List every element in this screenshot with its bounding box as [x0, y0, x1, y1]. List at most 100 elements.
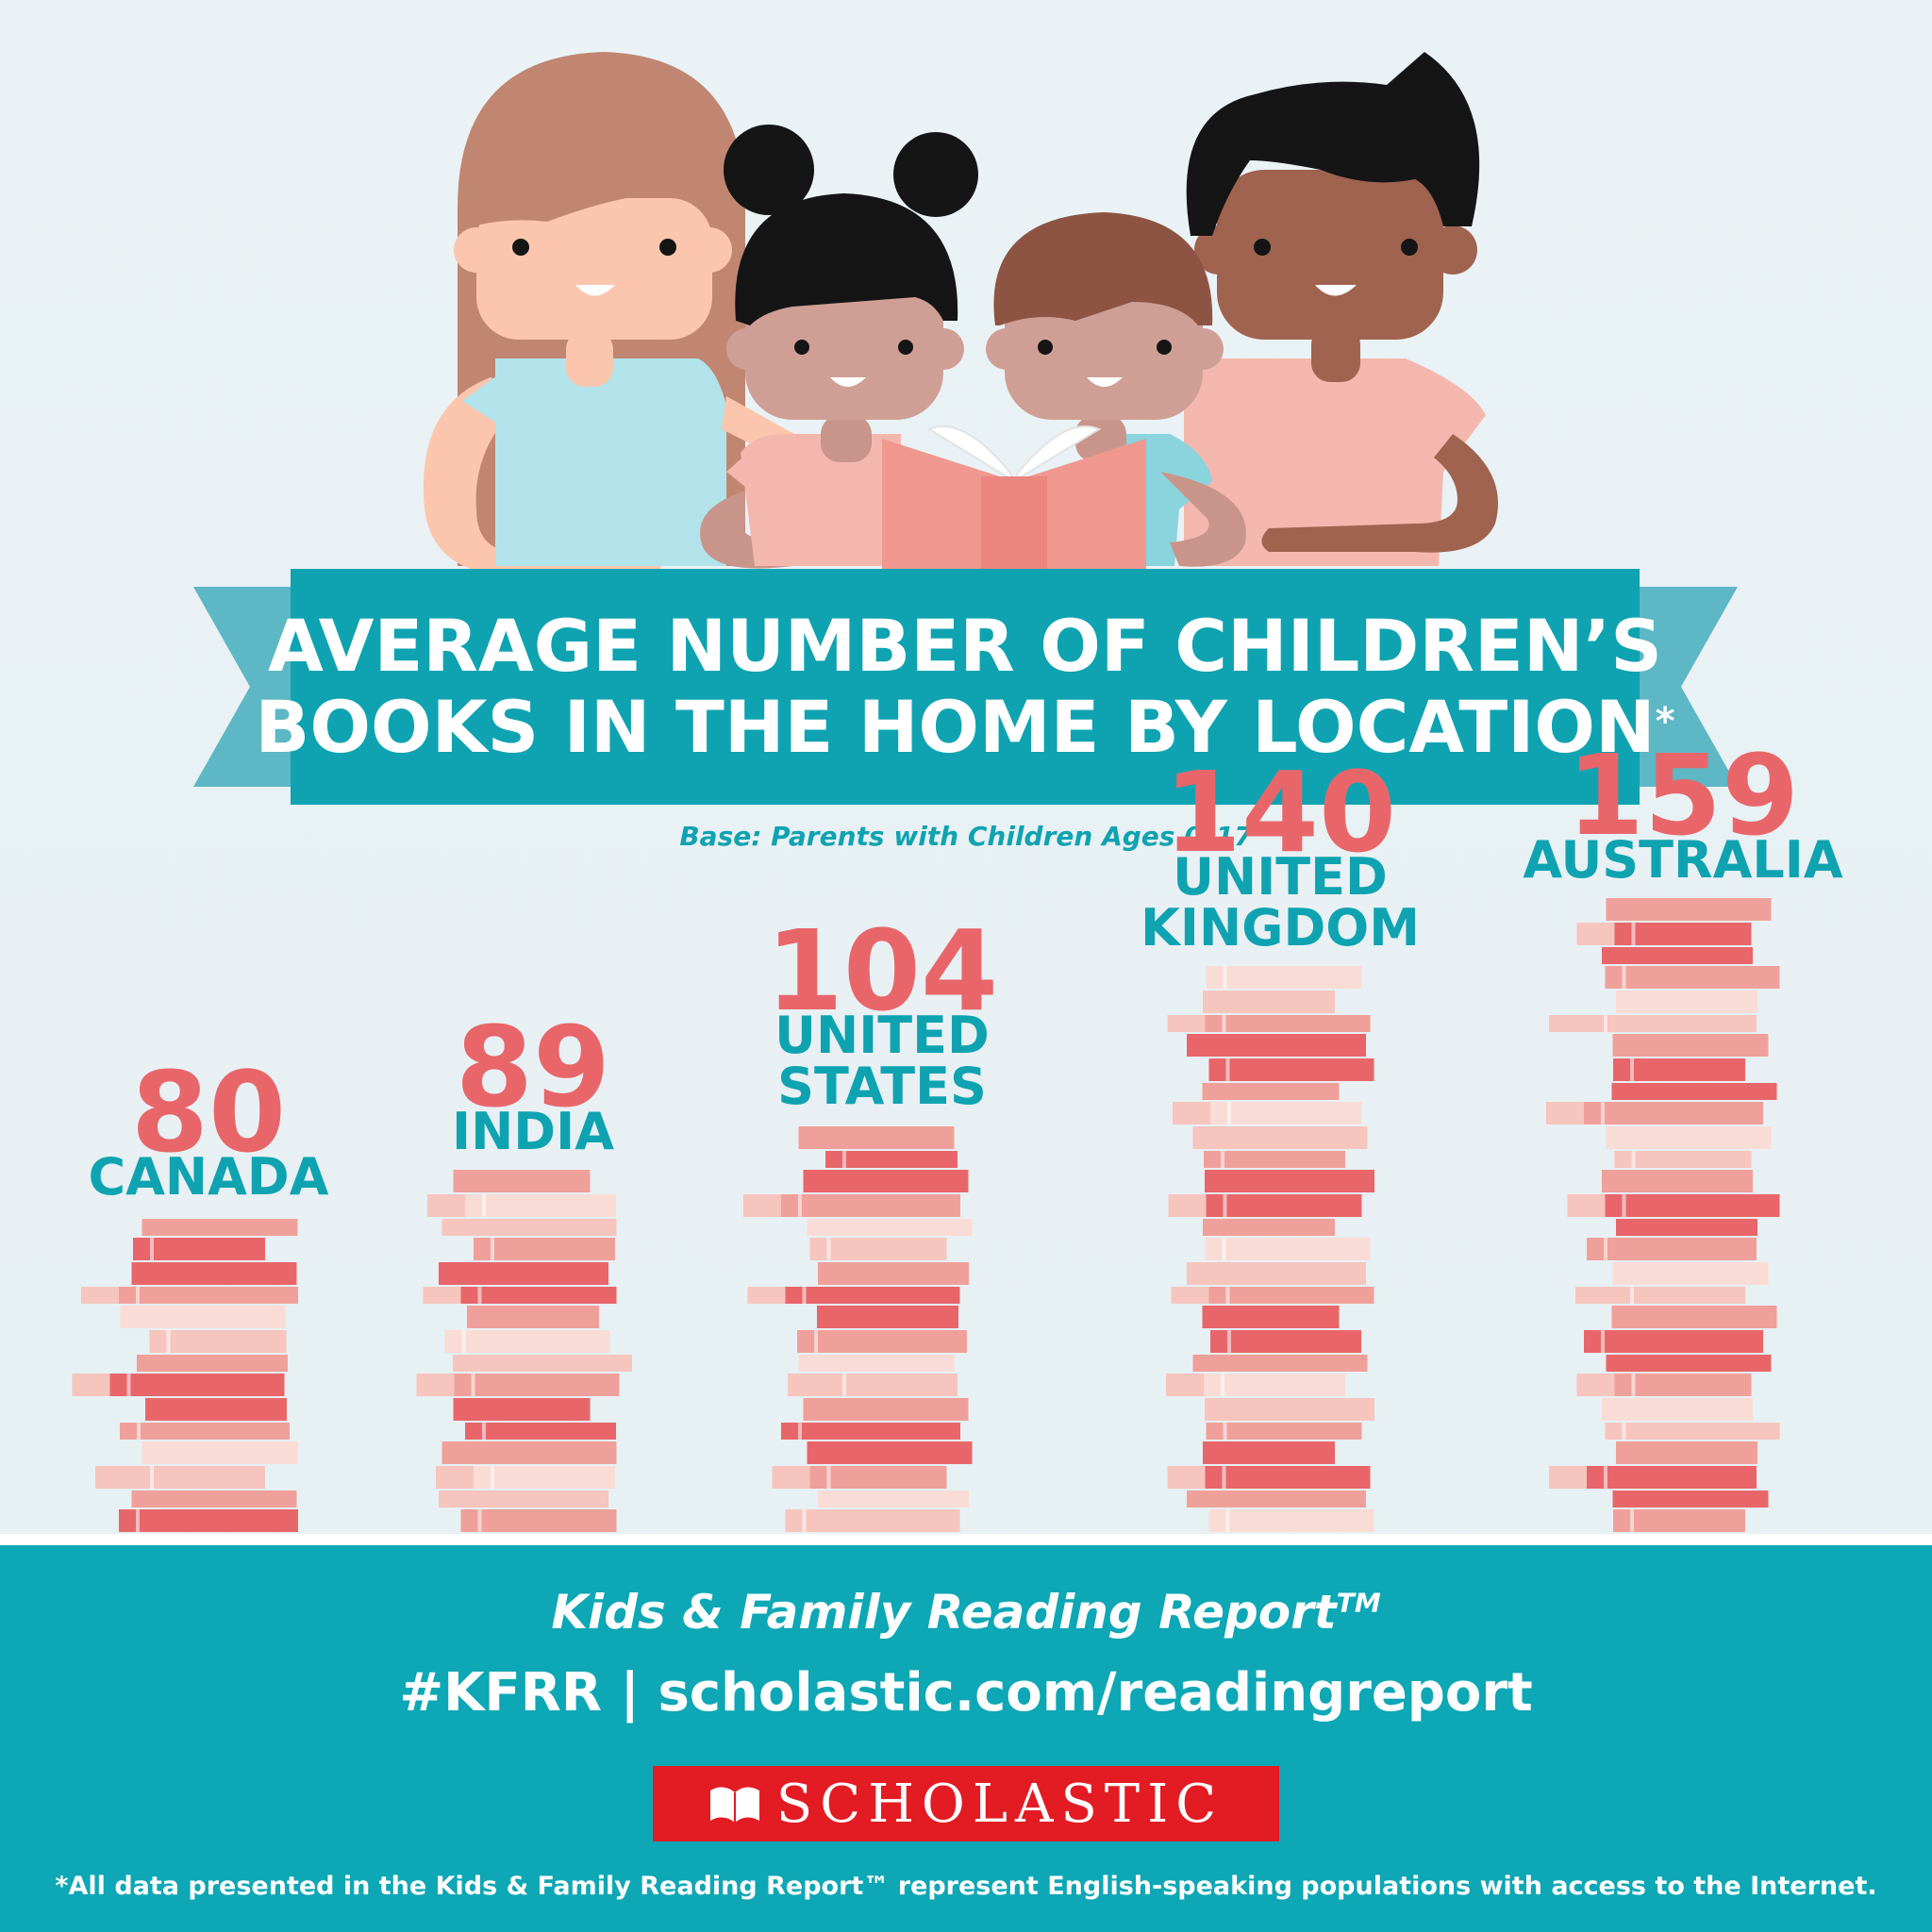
book-spine-line	[491, 1238, 494, 1260]
book	[1584, 1102, 1763, 1124]
chart-subtitle: Base: Parents with Children Ages 0–17	[679, 821, 1253, 852]
book	[1205, 1466, 1371, 1489]
book-spine-line	[482, 1194, 486, 1217]
book	[1587, 1466, 1757, 1489]
book	[1206, 1194, 1362, 1217]
book	[1187, 1491, 1366, 1507]
book-edge	[72, 1374, 110, 1396]
book-spine-line	[802, 1287, 807, 1304]
book	[142, 1441, 298, 1464]
book	[137, 1355, 288, 1372]
report-title: Kids & Family Reading ReportTM	[551, 1585, 1381, 1640]
book-spine-line	[166, 1330, 171, 1353]
father-figure	[1184, 52, 1498, 566]
book-spine-line	[1227, 1330, 1231, 1353]
book	[131, 1491, 297, 1507]
book	[798, 1355, 955, 1372]
book	[1192, 1355, 1368, 1372]
book-spine-line	[1622, 966, 1626, 989]
book	[1206, 1423, 1362, 1440]
footnote: *All data presented in the Kids & Family…	[55, 1872, 1877, 1901]
book	[1602, 1398, 1753, 1421]
book	[785, 1287, 960, 1304]
book-spine-line	[1221, 1151, 1224, 1168]
book-spine-line	[1622, 1423, 1626, 1440]
book-edge	[1549, 1015, 1587, 1032]
book-spine-line	[1630, 1058, 1634, 1081]
book	[803, 1170, 969, 1192]
book	[1202, 1306, 1340, 1328]
book-spine-line	[1225, 1058, 1230, 1081]
report-tm: TM	[1336, 1587, 1381, 1619]
book-edge	[1549, 1466, 1587, 1489]
value-label: 80	[131, 1047, 286, 1177]
book	[803, 1398, 969, 1421]
book-edge	[1576, 1374, 1615, 1396]
value-label: 104	[766, 906, 998, 1036]
book	[825, 1151, 958, 1168]
book	[809, 1238, 947, 1260]
book-spine-line	[136, 1509, 140, 1532]
book	[453, 1170, 591, 1192]
book	[825, 1374, 958, 1396]
book-spine-line	[1604, 1238, 1607, 1260]
book	[1614, 1151, 1752, 1168]
country-label: UNITED	[774, 1006, 990, 1065]
value-label: 159	[1567, 730, 1799, 860]
book	[781, 1194, 960, 1217]
book-edge	[427, 1194, 465, 1217]
title-asterisk: *	[1655, 700, 1675, 743]
book-spine-line	[826, 1466, 831, 1489]
book-edge	[1168, 1194, 1207, 1217]
book-spine-line	[1223, 1423, 1227, 1440]
book	[149, 1330, 287, 1353]
book-spine-line	[491, 1466, 494, 1489]
book-edge	[1576, 923, 1615, 945]
book-edge	[1173, 1102, 1210, 1124]
scholastic-logo[interactable]: SCHOLASTIC	[653, 1766, 1279, 1841]
book-spine-line	[1631, 1374, 1636, 1396]
book	[439, 1262, 608, 1285]
book	[1208, 1058, 1374, 1081]
book	[1612, 1491, 1769, 1507]
book	[1192, 1126, 1368, 1149]
book-spine-line	[1631, 1151, 1636, 1168]
book	[1205, 1398, 1374, 1421]
book-spine-line	[798, 1194, 802, 1217]
book-spine-line	[1225, 1509, 1230, 1532]
book-spine-line	[150, 1466, 154, 1489]
book	[797, 1330, 967, 1353]
value-label: 140	[1164, 747, 1396, 877]
report-links[interactable]: #KFRR | scholastic.com/readingreport	[399, 1662, 1533, 1724]
book	[1203, 1219, 1335, 1236]
book	[1606, 1126, 1772, 1149]
book-spine-line	[477, 1509, 482, 1532]
book	[441, 1219, 617, 1236]
book	[1616, 1219, 1757, 1236]
book	[1587, 1238, 1757, 1260]
book-spine-line	[1622, 1194, 1626, 1217]
book	[453, 1355, 632, 1372]
book	[807, 1441, 973, 1464]
book	[1606, 1355, 1772, 1372]
book	[1602, 947, 1753, 964]
title-banner: AVERAGE NUMBER OF CHILDREN’S BOOKS IN TH…	[255, 569, 1675, 805]
book-spine-line	[477, 1287, 482, 1304]
book-edge	[95, 1466, 133, 1489]
book	[807, 1219, 973, 1236]
book-edge	[1167, 1466, 1206, 1489]
book	[1203, 1441, 1335, 1464]
book	[1208, 1509, 1374, 1532]
book-edge	[743, 1194, 781, 1217]
book	[1205, 1170, 1374, 1192]
book-spine-line	[1227, 1102, 1231, 1124]
book	[1587, 1015, 1757, 1032]
book	[131, 1262, 297, 1285]
book	[1616, 1441, 1757, 1464]
book-edge	[772, 1466, 810, 1489]
book	[1204, 1374, 1345, 1396]
country-label: CANADA	[88, 1147, 328, 1207]
girl-figure	[700, 125, 978, 569]
book	[818, 1262, 969, 1285]
